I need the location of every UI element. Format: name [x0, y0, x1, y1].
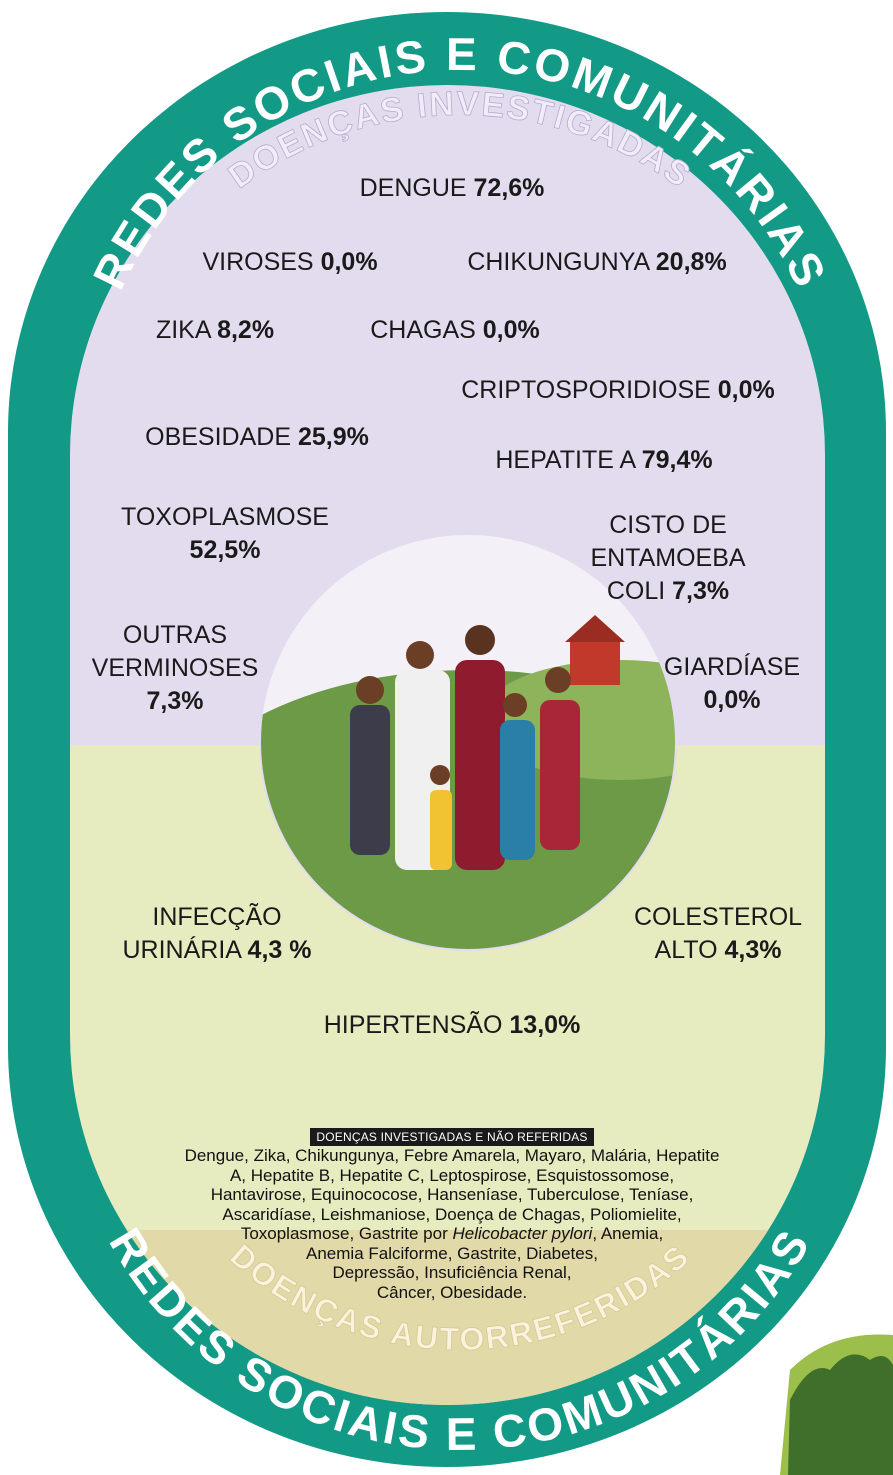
note-line: Anemia Falciforme, Gastrite, Diabetes,: [122, 1244, 782, 1264]
disease-item: ZIKA 8,2%: [115, 314, 315, 347]
disease-value: 7,3%: [672, 577, 729, 605]
disease-label: DENGUE: [360, 174, 467, 202]
disease-value: 25,9%: [298, 423, 369, 451]
disease-item: CHIKUNGUNYA 20,8%: [417, 246, 777, 279]
disease-value: 0,0%: [704, 686, 761, 714]
disease-item: OUTRAS VERMINOSES 7,3%: [85, 619, 265, 718]
note-line: A, Hepatite B, Hepatite C, Leptospirose,…: [122, 1166, 782, 1186]
disease-item: TOXOPLASMOSE 52,5%: [100, 501, 350, 567]
disease-value: 4,3%: [724, 936, 781, 964]
note-line: Hantavirose, Equinococose, Hanseníase, T…: [122, 1185, 782, 1205]
disease-value: 4,3 %: [248, 936, 312, 964]
disease-value: 13,0%: [509, 1011, 580, 1039]
disease-value: 52,5%: [190, 536, 261, 564]
disease-label: TOXOPLASMOSE: [121, 503, 329, 531]
disease-value: 0,0%: [718, 376, 775, 404]
disease-label: CHIKUNGUNYA: [467, 248, 649, 276]
note-italic: Helicobacter pylori: [452, 1224, 592, 1243]
disease-item: CISTO DE ENTAMOEBA COLI 7,3%: [581, 509, 756, 608]
disease-label: CHAGAS: [370, 316, 476, 344]
disease-item: OBESIDADE 25,9%: [97, 421, 417, 454]
disease-item: COLESTEROL ALTO 4,3%: [616, 901, 821, 967]
note-text: Toxoplasmose, Gastrite por: [241, 1224, 453, 1243]
disease-value: 0,0%: [321, 248, 378, 276]
disease-label: ZIKA: [156, 316, 210, 344]
disease-label: HIPERTENSÃO: [324, 1011, 503, 1039]
disease-value: 0,0%: [483, 316, 540, 344]
disease-label: OUTRAS VERMINOSES: [92, 621, 259, 682]
disease-label: VIROSES: [202, 248, 313, 276]
note-line: Depressão, Insuficiência Renal,: [122, 1263, 782, 1283]
note-line: Ascaridíase, Leishmaniose, Doença de Cha…: [122, 1205, 782, 1225]
disease-label: CRIPTOSPORIDIOSE: [461, 376, 711, 404]
disease-item: HIPERTENSÃO 13,0%: [252, 1009, 652, 1042]
disease-label: GIARDÍASE: [664, 653, 800, 681]
disease-value: 20,8%: [656, 248, 727, 276]
disease-value: 72,6%: [474, 174, 545, 202]
disease-value: 79,4%: [642, 446, 713, 474]
note-body: Dengue, Zika, Chikungunya, Febre Amarela…: [122, 1146, 782, 1302]
note-line: Toxoplasmose, Gastrite por Helicobacter …: [122, 1224, 782, 1244]
disease-item: VIROSES 0,0%: [140, 246, 440, 279]
disease-item: HEPATITE A 79,4%: [444, 444, 764, 477]
disease-item: DENGUE 72,6%: [252, 172, 652, 205]
note: DOENÇAS INVESTIGADAS E NÃO REFERIDAS Den…: [122, 1128, 782, 1302]
disease-item: CHAGAS 0,0%: [325, 314, 585, 347]
disease-item: INFECÇÃO URINÁRIA 4,3 %: [97, 901, 337, 967]
disease-value: 7,3%: [147, 687, 204, 715]
disease-item: GIARDÍASE 0,0%: [657, 651, 807, 717]
disease-label: OBESIDADE: [145, 423, 291, 451]
disease-value: 8,2%: [217, 316, 274, 344]
disease-item: CRIPTOSPORIDIOSE 0,0%: [418, 374, 818, 407]
note-line: Câncer, Obesidade.: [122, 1283, 782, 1303]
note-title: DOENÇAS INVESTIGADAS E NÃO REFERIDAS: [310, 1128, 593, 1146]
note-line: Dengue, Zika, Chikungunya, Febre Amarela…: [122, 1146, 782, 1166]
disease-label: HEPATITE A: [495, 446, 634, 474]
note-text: , Anemia,: [592, 1224, 663, 1243]
page: REDES SOCIAIS E COMUNITÁRIAS DOENÇAS INV…: [0, 0, 893, 1475]
